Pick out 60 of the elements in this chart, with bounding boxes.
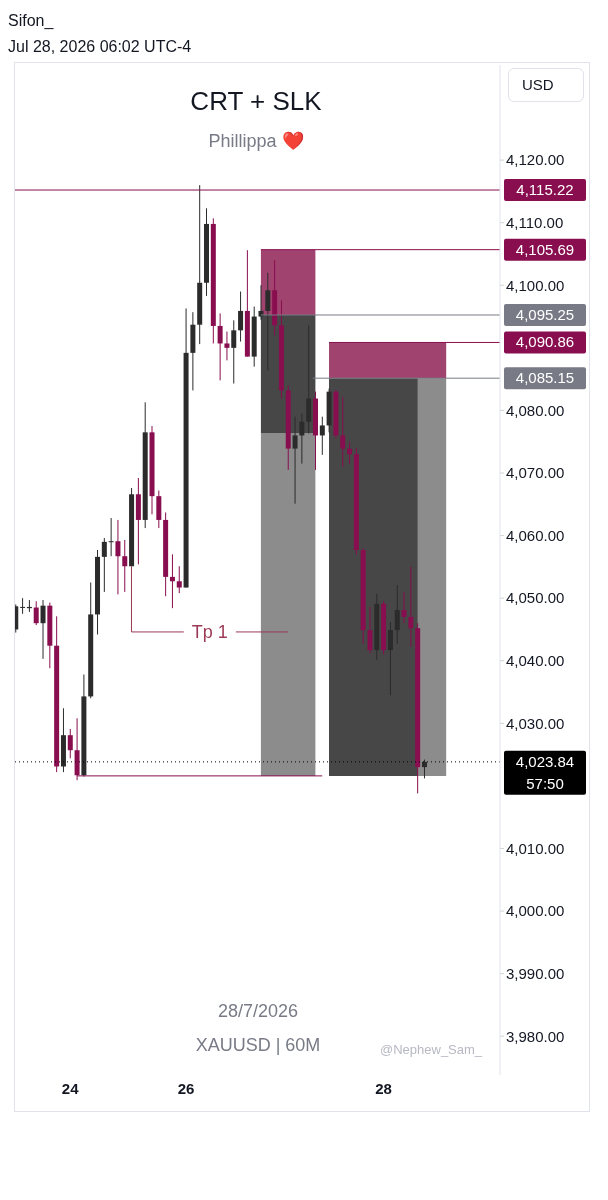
ref-line-label: Tp 1 xyxy=(191,621,228,642)
candlestick xyxy=(122,539,128,593)
candlestick xyxy=(394,584,400,645)
candlestick xyxy=(299,413,305,465)
candlestick xyxy=(265,272,271,371)
candlestick xyxy=(224,331,230,361)
candlestick xyxy=(20,597,26,615)
candlestick xyxy=(231,319,237,385)
candlestick xyxy=(156,490,162,529)
text: CRT + SLK xyxy=(189,86,323,117)
y-tick-label: 4,040.00 xyxy=(506,652,565,670)
ref-line-label: 4,085.15 xyxy=(515,369,575,387)
y-tick-label: 4,060.00 xyxy=(506,526,565,544)
text: 57:50 xyxy=(526,774,564,792)
candlestick xyxy=(340,396,346,468)
ref-line-label: 4,090.86 xyxy=(515,333,575,351)
candlestick xyxy=(108,517,114,557)
x-tick-label: 28 xyxy=(375,1079,392,1097)
candlestick xyxy=(421,759,427,779)
y-tick-label: 4,010.00 xyxy=(506,839,565,857)
y-tick-label: 3,980.00 xyxy=(506,1027,565,1045)
y-tick-label: 4,120.00 xyxy=(506,151,565,169)
candlestick xyxy=(238,291,244,343)
y-tick-label: 4,110.00 xyxy=(506,214,564,232)
candlestick xyxy=(401,591,407,624)
candlestick xyxy=(217,312,223,381)
text: Phillippa ❤ xyxy=(207,130,305,152)
ref-line-label: 4,023.84 xyxy=(515,752,575,770)
candlestick xyxy=(408,566,414,648)
y-tick-label: 4,030.00 xyxy=(506,714,565,732)
candlestick xyxy=(169,553,175,609)
candlestick xyxy=(33,600,39,626)
candlestick xyxy=(67,728,73,759)
candlestick xyxy=(115,519,121,595)
annotation: XAUUSD | 60M xyxy=(195,1035,321,1055)
text: USD xyxy=(508,68,584,102)
text: Sifon_ xyxy=(8,12,54,30)
candlestick xyxy=(15,603,19,634)
ref-line-label: 4,095.25 xyxy=(515,306,575,323)
candlestick xyxy=(292,416,298,505)
text: Jul 28, 2026 06:02 UTC-4 xyxy=(8,38,192,56)
y-tick-label: 4,000.00 xyxy=(506,902,565,920)
candlestick xyxy=(387,621,393,696)
y-tick-label: 4,070.00 xyxy=(506,464,565,482)
annotation: @Nephew_Sam_ xyxy=(380,1042,483,1057)
y-tick-label: 4,050.00 xyxy=(506,589,565,607)
y-tick-label: 4,100.00 xyxy=(506,276,565,294)
candlestick xyxy=(176,565,182,594)
candlestick xyxy=(319,416,325,456)
candlestick xyxy=(306,324,312,435)
y-tick-label: 4,080.00 xyxy=(506,401,565,419)
candlestick xyxy=(101,537,107,593)
candlestick xyxy=(40,599,46,660)
x-tick-label: 24 xyxy=(61,1079,80,1097)
annotation: 28/7/2026 xyxy=(216,1001,300,1022)
ref-line-label: 4,105.69 xyxy=(515,240,575,258)
candlestick xyxy=(367,606,373,654)
ref-line-label: 4,115.22 xyxy=(516,181,574,199)
y-tick-label: 3,990.00 xyxy=(506,964,565,982)
x-tick-label: 26 xyxy=(177,1079,195,1097)
